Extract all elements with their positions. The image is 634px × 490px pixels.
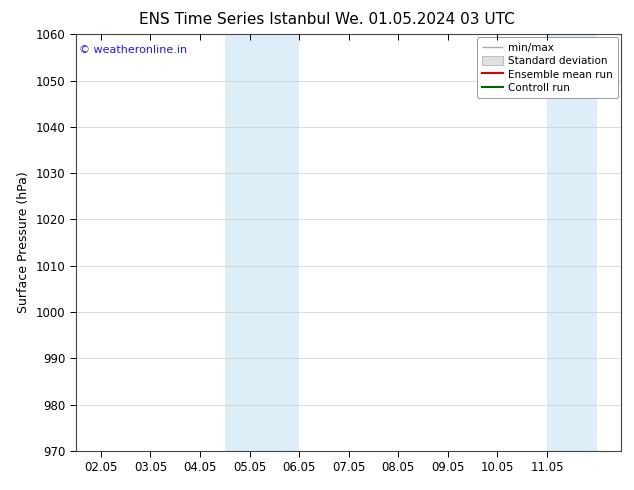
Text: We. 01.05.2024 03 UTC: We. 01.05.2024 03 UTC [335, 12, 515, 27]
Legend: min/max, Standard deviation, Ensemble mean run, Controll run: min/max, Standard deviation, Ensemble me… [477, 37, 618, 98]
Text: ENS Time Series Istanbul: ENS Time Series Istanbul [139, 12, 330, 27]
Bar [225, 34, 275, 451]
Text: © weatheronline.in: © weatheronline.in [79, 45, 187, 55]
Bar [547, 34, 572, 451]
Y-axis label: Surface Pressure (hPa): Surface Pressure (hPa) [17, 172, 30, 314]
Bar [572, 34, 597, 451]
Bar [275, 34, 299, 451]
